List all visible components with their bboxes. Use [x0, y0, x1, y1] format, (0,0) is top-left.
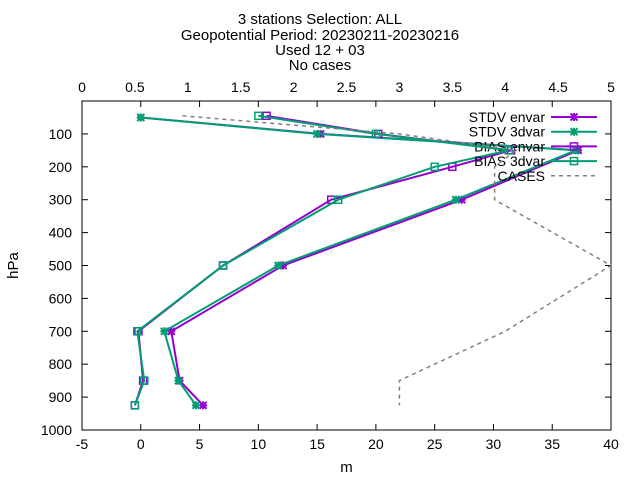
data-point-stdv-3dvar — [312, 129, 322, 139]
data-point-stdv-envar — [198, 401, 208, 410]
data-point-stdv-envar — [167, 327, 176, 336]
data-point-stdv-envar — [278, 261, 288, 270]
legend-marker-bias-3dvar — [569, 156, 579, 166]
y-tick-label: 300 — [49, 192, 73, 208]
series-line-stdv-3dvar — [140, 116, 577, 406]
y-axis-label: hPa — [5, 252, 22, 279]
legend-label-bias-3dvar: BIAS 3dvar — [474, 153, 545, 169]
chart-title-line-3: Used 12 + 03 — [275, 42, 365, 59]
y-tick-label: 600 — [49, 290, 73, 306]
x2-tick-label: 4 — [501, 79, 509, 95]
data-point-bias-3dvar — [133, 327, 142, 336]
x2-tick-label: 0.5 — [125, 79, 145, 95]
x-tick-label: 25 — [427, 436, 443, 452]
data-point-stdv-3dvar — [274, 261, 283, 270]
x-tick-label: 0 — [137, 436, 145, 452]
x2-tick-label: 5 — [607, 79, 615, 95]
data-point-stdv-3dvar — [136, 113, 145, 122]
data-point-bias-3dvar — [254, 111, 263, 121]
legend-marker-bias-envar — [569, 142, 579, 151]
data-point-bias-3dvar — [130, 401, 140, 410]
x2-tick-label: 3 — [396, 79, 404, 95]
x-tick-label: 5 — [196, 436, 204, 452]
x2-tick-label: 3.5 — [443, 79, 463, 95]
legend-marker-stdv-3dvar — [569, 127, 579, 136]
data-point-stdv-3dvar — [160, 327, 169, 336]
data-point-stdv-3dvar — [191, 401, 201, 410]
x-tick-label: -5 — [76, 436, 89, 452]
series-line-bias-envar — [133, 114, 512, 406]
data-point-stdv-3dvar — [174, 376, 183, 385]
x2-tick-label: 1 — [184, 79, 192, 95]
legend-marker-stdv-envar — [569, 112, 579, 122]
chart-title-line-4: No cases — [288, 57, 352, 74]
legend-label-cases: CASES — [498, 168, 545, 184]
y-tick-label: 700 — [49, 323, 73, 339]
x2-tick-label: 0 — [78, 79, 86, 95]
series-line-bias-3dvar — [133, 114, 509, 406]
x-tick-label: 20 — [368, 436, 384, 452]
y-tick-label: 400 — [49, 225, 73, 241]
y-tick-label: 100 — [49, 126, 73, 142]
data-point-bias-3dvar — [334, 195, 343, 204]
data-point-bias-3dvar — [218, 261, 228, 270]
chart-title-line-2: Geopotential Period: 20230211-20230216 — [180, 27, 460, 44]
x-tick-label: 15 — [309, 436, 325, 452]
data-point-bias-3dvar — [140, 376, 149, 385]
y-tick-label: 1000 — [41, 422, 72, 438]
data-point-bias-3dvar — [430, 162, 439, 172]
y-tick-label: 200 — [49, 159, 73, 175]
x2-tick-label: 2 — [290, 79, 298, 95]
y-tick-label: 500 — [49, 258, 73, 274]
series-line-cases — [182, 115, 613, 406]
x2-tick-label: 4.5 — [548, 79, 568, 95]
legend-label-stdv-envar: STDV envar — [469, 109, 546, 125]
data-point-bias-3dvar — [371, 129, 381, 139]
x2-tick-label: 2.5 — [337, 79, 357, 95]
x-tick-label: 10 — [251, 436, 267, 452]
y-tick-label: 800 — [49, 356, 73, 372]
x-tick-label: 35 — [544, 436, 560, 452]
data-point-stdv-3dvar — [451, 195, 461, 204]
chart-title-line-1: 3 stations Selection: ALL — [237, 11, 403, 28]
y-tick-label: 900 — [49, 389, 73, 405]
x-tick-label: 30 — [486, 436, 502, 452]
x-axis-label: m — [340, 459, 353, 476]
x2-tick-label: 1.5 — [231, 79, 251, 95]
data-point-stdv-envar — [457, 195, 466, 204]
legend-label-stdv-3dvar: STDV 3dvar — [469, 124, 546, 140]
x-tick-label: 40 — [603, 436, 619, 452]
